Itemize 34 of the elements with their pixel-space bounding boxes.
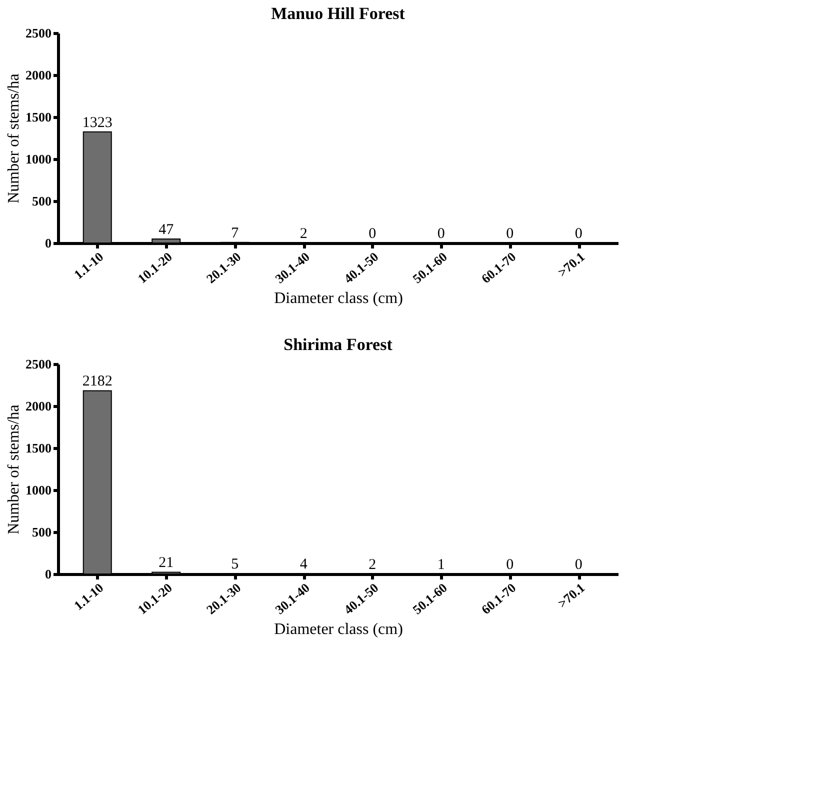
data-label: 47	[158, 222, 174, 238]
data-label: 2	[300, 226, 308, 242]
data-label: 1323	[82, 114, 112, 131]
y-tick-label: 2500	[26, 26, 52, 40]
data-label: 2182	[82, 374, 112, 390]
y-tick-label: 500	[32, 194, 52, 208]
y-tick-label: 2000	[26, 398, 52, 414]
data-label: 4	[300, 556, 308, 573]
chart-title: Manuo Hill Forest	[271, 4, 406, 23]
y-tick-label: 1500	[26, 440, 52, 456]
y-tick-label: 0	[45, 566, 52, 582]
data-label: 5	[231, 556, 239, 573]
y-tick-label: 0	[45, 236, 52, 250]
y-tick-label: 2000	[26, 68, 52, 82]
y-axis-title: Number of stems/ha	[6, 74, 22, 204]
data-label: 0	[437, 226, 445, 242]
data-label: 0	[368, 226, 376, 242]
data-label: 2	[368, 556, 376, 573]
x-axis-title: Diameter class (cm)	[274, 290, 403, 308]
data-label: 0	[574, 226, 582, 242]
x-axis-title: Diameter class (cm)	[274, 621, 403, 638]
data-label: 0	[506, 226, 514, 242]
chart-title: Shirima Forest	[284, 335, 393, 354]
y-tick-label: 1000	[26, 152, 52, 166]
y-tick-label: 500	[32, 524, 52, 540]
data-label: 1	[437, 556, 445, 573]
y-tick-label: 1000	[26, 482, 52, 498]
data-label: 21	[158, 555, 174, 572]
data-label: 0	[506, 557, 514, 573]
y-tick-label: 2500	[26, 356, 52, 372]
data-label: 0	[574, 557, 582, 573]
y-axis-title: Number of stems/ha	[6, 404, 22, 534]
data-label: 7	[231, 225, 240, 242]
y-tick-label: 1500	[26, 110, 52, 124]
